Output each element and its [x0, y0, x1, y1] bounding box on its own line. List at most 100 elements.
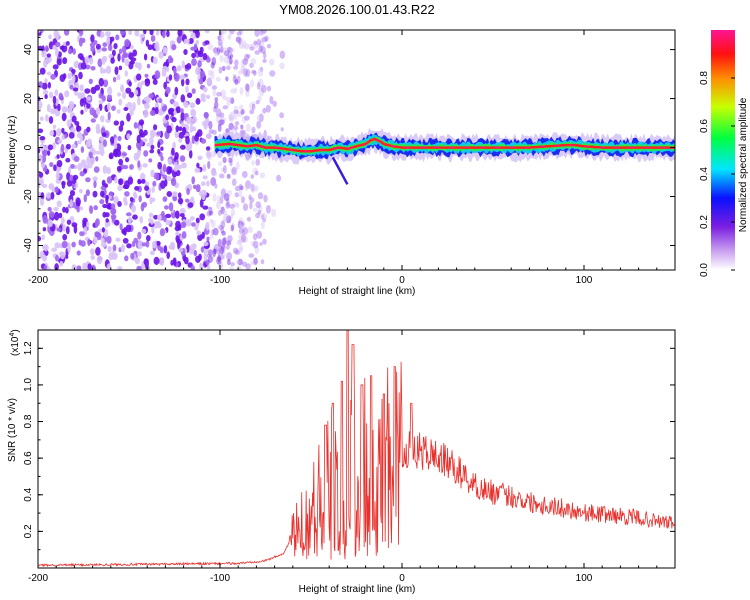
noise-speck — [261, 30, 267, 34]
y-tick-label: 0.4 — [23, 487, 34, 501]
snr-panel: -200 -100 0 100 0.2 0.4 0.6 0.8 1.0 1.2 Height o… — [7, 329, 676, 595]
noise-speck — [238, 30, 243, 34]
noise-speck — [47, 150, 51, 156]
noise-speck — [57, 103, 61, 112]
noise-speck — [54, 186, 59, 193]
noise-speck — [106, 263, 112, 270]
noise-speck — [166, 175, 172, 182]
noise-speck — [231, 222, 235, 231]
noise-speck — [244, 53, 250, 61]
noise-speck — [54, 242, 61, 249]
noise-speck — [38, 235, 42, 242]
noise-speck — [39, 116, 44, 121]
noise-speck — [52, 142, 56, 150]
noise-speck — [180, 111, 185, 121]
noise-speck — [257, 210, 262, 215]
snr-scale-prefix: (x10 — [10, 336, 21, 356]
noise-speck — [136, 134, 141, 144]
noise-speck — [62, 57, 68, 65]
noise-speck — [238, 217, 244, 225]
noise-speck — [115, 237, 121, 242]
noise-speck — [57, 139, 63, 144]
noise-speck — [142, 138, 148, 143]
noise-speck — [110, 203, 116, 210]
noise-speck — [68, 132, 75, 139]
noise-speck — [227, 96, 232, 102]
noise-speck — [47, 219, 53, 228]
noise-speck — [39, 67, 46, 75]
y-tick-label: -40 — [23, 238, 34, 253]
noise-speck — [279, 62, 285, 70]
noise-speck — [245, 184, 249, 192]
noise-speck — [250, 58, 256, 65]
noise-speck — [86, 126, 91, 133]
noise-speck — [147, 44, 153, 51]
noise-speck — [87, 238, 91, 247]
noise-speck — [233, 74, 237, 79]
noise-speck — [246, 54, 251, 59]
noise-speck — [228, 157, 233, 163]
noise-speck — [230, 97, 235, 104]
noise-speck — [172, 191, 178, 197]
noise-speck — [174, 162, 178, 167]
noise-speck — [63, 30, 70, 36]
noise-speck — [208, 76, 212, 82]
noise-speck — [46, 53, 51, 58]
noise-speck — [186, 63, 192, 70]
noise-speck — [105, 194, 109, 201]
noise-speck — [166, 191, 173, 197]
noise-speck — [230, 88, 236, 94]
noise-speck — [43, 59, 48, 68]
noise-speck — [162, 174, 168, 180]
noise-speck — [188, 38, 194, 44]
noise-speck — [208, 210, 214, 216]
noise-speck — [260, 46, 266, 54]
noise-speck — [56, 160, 63, 168]
noise-speck — [214, 51, 219, 57]
snr-y-tick-labels: 0.2 0.4 0.6 0.8 1.0 1.2 — [23, 341, 34, 538]
noise-speck — [150, 35, 156, 42]
snr-scale-label: (x104) — [9, 329, 21, 356]
noise-speck — [213, 47, 219, 54]
noise-speck — [111, 215, 116, 223]
noise-speck — [106, 176, 113, 184]
noise-speck — [186, 188, 190, 195]
noise-speck — [128, 91, 135, 98]
noise-speck — [149, 129, 156, 139]
noise-speck — [239, 87, 244, 96]
noise-speck — [165, 114, 170, 121]
noise-speck — [78, 37, 83, 47]
noise-speck — [154, 70, 161, 80]
noise-speck — [90, 118, 97, 123]
noise-speck — [203, 111, 209, 119]
noise-speck — [241, 40, 247, 49]
noise-speck — [48, 116, 54, 124]
noise-speck — [172, 258, 177, 267]
noise-speck — [178, 126, 183, 131]
noise-speck — [177, 30, 183, 37]
noise-speck — [185, 219, 192, 227]
noise-speck — [245, 83, 250, 92]
noise-speck — [117, 135, 122, 142]
noise-speck — [162, 163, 167, 173]
noise-speck — [191, 176, 195, 185]
noise-speck — [251, 126, 256, 134]
noise-speck — [95, 107, 101, 115]
noise-speck — [144, 181, 150, 187]
noise-speck — [269, 70, 276, 77]
noise-speck — [98, 77, 105, 87]
noise-speck — [220, 45, 224, 53]
noise-speck — [38, 81, 43, 89]
noise-speck — [193, 184, 197, 190]
noise-speck — [190, 216, 195, 221]
noise-speck — [241, 196, 245, 204]
noise-speck — [250, 184, 256, 193]
noise-speck — [97, 58, 103, 68]
noise-speck — [185, 198, 190, 203]
noise-speck — [107, 111, 111, 121]
noise-speck — [131, 240, 136, 248]
noise-speck — [69, 84, 74, 90]
noise-speck — [112, 76, 117, 83]
noise-speck — [133, 191, 137, 198]
noise-speck — [177, 242, 181, 250]
